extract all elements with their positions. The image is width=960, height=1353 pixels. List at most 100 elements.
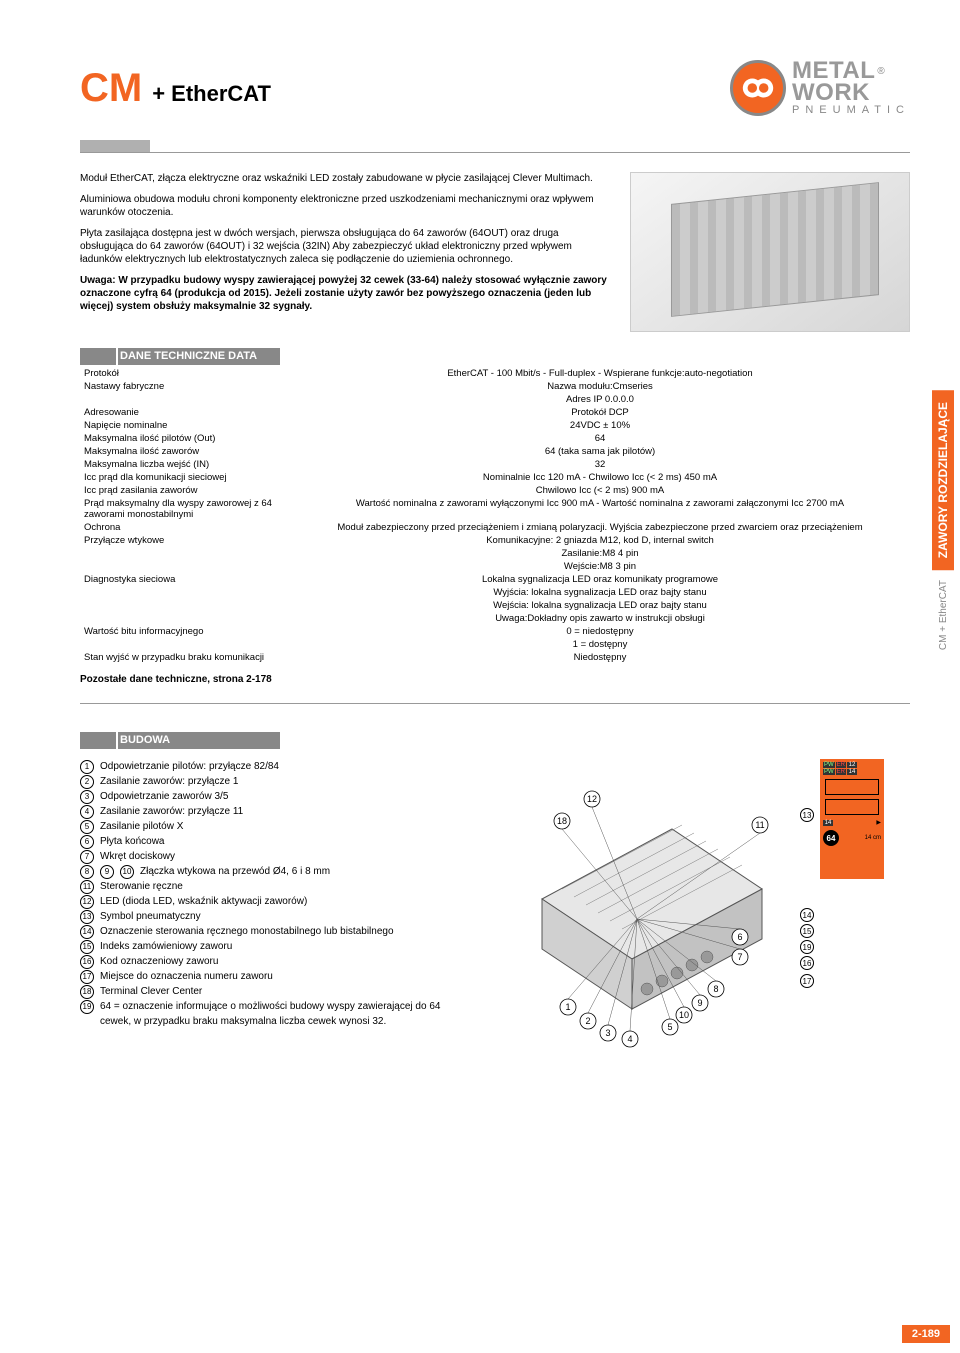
description-row: Moduł EtherCAT, złącza elektryczne oraz …: [80, 172, 910, 332]
label-dot: 64: [823, 830, 839, 846]
tech-label: [80, 638, 290, 651]
circled-number: 7: [80, 850, 94, 864]
budowa-item: 3Odpowietrzanie zaworów 3/5: [80, 789, 454, 804]
tech-value: Wejście:M8 3 pin: [290, 560, 910, 573]
title-prefix: CM: [80, 68, 142, 108]
budowa-item-text: Zasilanie pilotów X: [100, 819, 183, 834]
tech-value: Niedostępny: [290, 651, 910, 664]
label-icon: ▶: [876, 819, 881, 826]
tech-label: [80, 599, 290, 612]
budowa-item-text: Kod oznaczeniowy zaworu: [100, 954, 218, 969]
desc-p2: Aluminiowa obudowa modułu chroni kompone…: [80, 193, 610, 219]
label-foot: 14 cm: [865, 835, 881, 841]
circled-number: 12: [80, 895, 94, 909]
circled-number: 4: [80, 805, 94, 819]
logo-sub: PNEUMATIC: [792, 106, 910, 116]
tech-row: ProtokółEtherCAT - 100 Mbit/s - Full-dup…: [80, 367, 910, 380]
tech-row: Diagnostyka sieciowaLokalna sygnalizacja…: [80, 573, 910, 586]
side-callout: 13: [800, 808, 814, 822]
side-callout: 15: [800, 924, 814, 938]
svg-text:11: 11: [755, 820, 764, 830]
tech-value: Nominalnie Icc 120 mA - Chwilowo Icc (< …: [290, 471, 910, 484]
side-callout: 14: [800, 908, 814, 922]
desc-p3: Płyta zasilająca dostępna jest w dwóch w…: [80, 227, 610, 266]
circled-number: 11: [80, 880, 94, 894]
tech-value: Wejścia: lokalna sygnalizacja LED oraz b…: [290, 599, 910, 612]
tech-value: Nazwa modułu:Cmseries: [290, 380, 910, 393]
budowa-item: 13Symbol pneumatyczny: [80, 909, 454, 924]
side-tab-line2: ROZDZIELAJĄCE: [936, 402, 950, 503]
label-er: ER: [836, 762, 846, 768]
label-n2: 14: [847, 769, 857, 775]
circled-number: 17: [80, 970, 94, 984]
circled-number: 5: [80, 820, 94, 834]
side-callout: 17: [800, 974, 814, 988]
svg-text:8: 8: [713, 984, 718, 994]
svg-text:2: 2: [585, 1016, 590, 1026]
tech-row: Icc prąd zasilania zaworówChwilowo Icc (…: [80, 484, 910, 497]
header-tab: [80, 140, 150, 152]
budowa-item: 19 64 = oznaczenie informujące o możliwoś…: [80, 999, 454, 1029]
tech-value: 24VDC ± 10%: [290, 419, 910, 432]
budowa-item-text: Sterowanie ręczne: [100, 879, 183, 894]
budowa-item: 18Terminal Clever Center: [80, 984, 454, 999]
budowa-item-text: Odpowietrzanie zaworów 3/5: [100, 789, 228, 804]
tech-row: Adres IP 0.0.0.0: [80, 393, 910, 406]
tech-label: Wartość bitu informacyjnego: [80, 625, 290, 638]
tech-row: Wyjścia: lokalna sygnalizacja LED oraz b…: [80, 586, 910, 599]
description-text: Moduł EtherCAT, złącza elektryczne oraz …: [80, 172, 610, 332]
tech-value: Wartość nominalna z zaworami wyłączonymi…: [290, 497, 910, 521]
circled-number: 15: [80, 940, 94, 954]
tech-label: [80, 547, 290, 560]
product-image: [630, 172, 910, 332]
circled-number: 19: [80, 1000, 94, 1014]
budowa-item-text: Oznaczenie sterowania ręcznego monostabi…: [100, 924, 394, 939]
tech-value: EtherCAT - 100 Mbit/s - Full-duplex - Ws…: [290, 367, 910, 380]
circled-number: 16: [80, 955, 94, 969]
svg-text:4: 4: [627, 1034, 632, 1044]
side-tab-grey: CM + EtherCAT: [934, 570, 953, 660]
tech-row: Wartość bitu informacyjnego0 = niedostęp…: [80, 625, 910, 638]
side-callout: 16: [800, 956, 814, 970]
title-suffix: + EtherCAT: [152, 81, 271, 107]
label-n1: 12: [847, 762, 857, 768]
page: CM + EtherCAT METAL® WORK PNEUMATIC ZAWO…: [0, 0, 960, 1353]
circled-number: 1: [80, 760, 94, 774]
budowa-heading: BUDOWA: [80, 732, 280, 749]
tech-label: Maksymalna ilość pilotów (Out): [80, 432, 290, 445]
tech-label: Stan wyjść w przypadku braku komunikacji: [80, 651, 290, 664]
tech-row: Stan wyjść w przypadku braku komunikacji…: [80, 651, 910, 664]
tech-heading: DANE TECHNICZNE DATA: [80, 348, 280, 365]
tech-row: 1 = dostępny: [80, 638, 910, 651]
tech-value: 64: [290, 432, 910, 445]
budowa-item-text: 64 = oznaczenie informujące o możliwości…: [100, 999, 454, 1029]
label-pw: PW: [823, 762, 835, 768]
valve-label-plate: PWER12 PWER14 14 ▶ 64 14 cm: [820, 759, 884, 879]
budowa-list: 1Odpowietrzanie pilotów: przyłącze 82/84…: [80, 759, 454, 1049]
tech-value: Lokalna sygnalizacja LED oraz komunikaty…: [290, 573, 910, 586]
budowa-item-text: Złączka wtykowa na przewód Ø4, 6 i 8 mm: [140, 864, 330, 879]
tech-label: [80, 393, 290, 406]
tech-row: Wejście:M8 3 pin: [80, 560, 910, 573]
tech-value: Uwaga:Dokładny opis zawarto w instrukcji…: [290, 612, 910, 625]
tech-row: Zasilanie:M8 4 pin: [80, 547, 910, 560]
tech-value: Komunikacyjne: 2 gniazda M12, kod D, int…: [290, 534, 910, 547]
budowa-item-text: Płyta końcowa: [100, 834, 164, 849]
tech-value: 0 = niedostępny: [290, 625, 910, 638]
header-rule: [80, 152, 910, 153]
tech-value: Protokół DCP: [290, 406, 910, 419]
budowa-item-text: Miejsce do oznaczenia numeru zaworu: [100, 969, 273, 984]
tech-label: Napięcie nominalne: [80, 419, 290, 432]
logo-line2: WORK: [792, 82, 910, 104]
tech-row: Przyłącze wtykoweKomunikacyjne: 2 gniazd…: [80, 534, 910, 547]
budowa-section: BUDOWA 1Odpowietrzanie pilotów: przyłącz…: [80, 703, 910, 1049]
tech-table: ProtokółEtherCAT - 100 Mbit/s - Full-dup…: [80, 367, 910, 664]
svg-text:9: 9: [697, 998, 702, 1008]
tech-row: Icc prąd dla komunikacji sieciowejNomina…: [80, 471, 910, 484]
tech-row: Wejścia: lokalna sygnalizacja LED oraz b…: [80, 599, 910, 612]
budowa-item: 2Zasilanie zaworów: przyłącze 1: [80, 774, 454, 789]
circled-number: 18: [80, 985, 94, 999]
budowa-item: 15Indeks zamówieniowy zaworu: [80, 939, 454, 954]
budowa-right-col: PWER12 PWER14 14 ▶ 64 14 cm 131415191617: [820, 759, 910, 1049]
tech-label: Maksymalna liczba wejść (IN): [80, 458, 290, 471]
